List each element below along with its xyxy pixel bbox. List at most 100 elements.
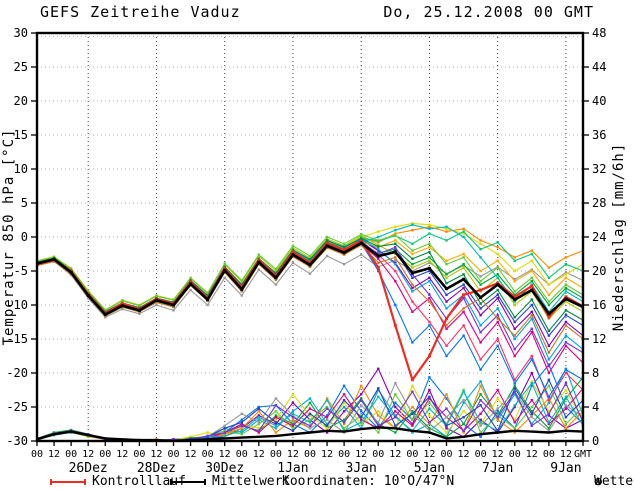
temp-member-14-marker [564, 341, 568, 344]
temp-member-9-marker [513, 259, 516, 262]
temp-member-1-marker [564, 320, 568, 324]
temp-member-7-marker [462, 266, 465, 269]
precip-member-10-marker [189, 437, 192, 440]
precip-member-7-marker [513, 421, 516, 424]
temp-member-2-marker [445, 327, 448, 330]
temp-member-10-marker [513, 300, 516, 303]
precip-member-4-marker [530, 405, 533, 409]
temp-member-11-marker [428, 280, 431, 283]
temp-member-13-marker [479, 307, 482, 310]
temp-member-4-marker [428, 225, 431, 228]
control-run-marker [530, 284, 534, 288]
temp-member-16-marker [155, 301, 158, 304]
precip-member-9-marker [308, 421, 312, 424]
temp-member-16-marker [496, 317, 499, 320]
ensemble-mean-marker [359, 241, 363, 245]
y-right-tick-label: 28 [592, 196, 606, 210]
temp-member-0-marker [513, 278, 516, 281]
x-tick-label: 00 [338, 449, 350, 460]
precip-member-7-marker [360, 418, 363, 421]
precip-member-5-marker [189, 435, 192, 438]
y-right-axis-title: Niederschlag [mm/6h] [611, 143, 627, 332]
temp-member-8-marker [496, 273, 499, 276]
temp-member-11-marker [479, 324, 482, 327]
control-run-marker [359, 239, 363, 243]
temp-member-15-marker [121, 299, 124, 303]
temp-member-6-marker [513, 269, 516, 273]
ensemble-mean-marker [274, 276, 278, 280]
x-tick-label: 12 [287, 449, 299, 460]
temp-member-11-marker [496, 307, 499, 310]
temp-member-14-marker [428, 293, 431, 296]
precip-member-4-marker [513, 427, 516, 430]
temp-member-3-marker [394, 269, 397, 273]
precip-member-10-marker [411, 412, 414, 415]
precip-member-6-marker [240, 427, 243, 430]
temp-member-13-marker [547, 334, 551, 337]
precip-member-8-marker [530, 416, 533, 419]
ensemble-mean-marker [496, 283, 500, 287]
precip-member-8-marker [308, 427, 312, 430]
temp-member-12-marker [530, 358, 533, 361]
temp-member-5-marker [496, 259, 499, 262]
precip-member-5-marker [377, 410, 380, 413]
temp-member-11-marker [411, 290, 414, 293]
temp-member-0-marker [360, 253, 363, 256]
temp-member-8-marker [547, 303, 551, 307]
temp-member-15-marker [360, 233, 363, 236]
temp-member-15-marker [291, 244, 295, 247]
temp-member-11-marker [564, 334, 568, 337]
temp-member-8-marker [445, 273, 448, 276]
date-label: 7Jan [482, 461, 513, 476]
temp-member-2-marker [496, 320, 499, 324]
precip-member-9-marker [325, 399, 329, 402]
temp-member-8-marker [479, 283, 482, 286]
precip-member-2-marker [530, 422, 533, 426]
x-tick-label: 00 [31, 449, 43, 460]
temp-member-15-marker [172, 299, 175, 302]
control-run-marker [462, 293, 466, 297]
precip-member-10-marker [325, 424, 329, 427]
x-tick-label: 00 [304, 449, 316, 460]
temp-member-0-marker [291, 261, 295, 264]
precip-member-5-marker [342, 401, 346, 404]
precip-member-6-marker [274, 431, 278, 434]
precip-member-5-marker [496, 397, 499, 400]
temp-member-15-marker [257, 253, 260, 256]
control-run-swatch [50, 479, 86, 485]
temp-member-16-marker [411, 283, 414, 286]
x-tick-label: 12 [116, 449, 128, 460]
ensemble-mean-marker [69, 270, 73, 274]
temp-member-1-marker [445, 300, 448, 303]
temp-member-17-marker [411, 257, 414, 260]
ensemble-mean-marker [325, 244, 329, 248]
temp-member-7-marker [257, 254, 260, 258]
precip-member-8-marker [360, 404, 363, 407]
temp-member-11-marker [445, 307, 448, 310]
x-tick-label: 00 [99, 449, 111, 460]
temp-member-15-marker [496, 266, 499, 269]
temp-member-4-marker [530, 249, 533, 252]
temp-member-2-marker [377, 257, 380, 260]
precip-member-6-marker [445, 393, 448, 396]
precip-member-8-marker [564, 404, 568, 407]
x-tick-label: 12 [389, 449, 401, 460]
precip-member-2-marker [342, 405, 346, 409]
precip-member-10-marker [360, 416, 363, 419]
y-right-tick-label: 20 [592, 264, 606, 278]
precip-member-9-marker [547, 421, 551, 424]
date-label: 26Dez [69, 461, 108, 476]
precip-member-4-marker [445, 422, 448, 426]
temp-member-15-marker [325, 235, 329, 239]
temp-member-2-marker [411, 310, 414, 313]
ensemble-mean-marker [120, 304, 124, 308]
date-label: 1Jan [277, 461, 308, 476]
temp-member-4-marker [394, 232, 397, 235]
precip-member-8-marker [223, 424, 226, 427]
x-tick-label: 12 [321, 449, 333, 460]
precip-member-11-marker [206, 434, 209, 438]
temp-member-17-marker [547, 329, 551, 332]
precip-member-5-marker [274, 418, 278, 421]
x-tick-label: 00 [133, 449, 145, 460]
temp-member-17-marker [394, 242, 397, 245]
